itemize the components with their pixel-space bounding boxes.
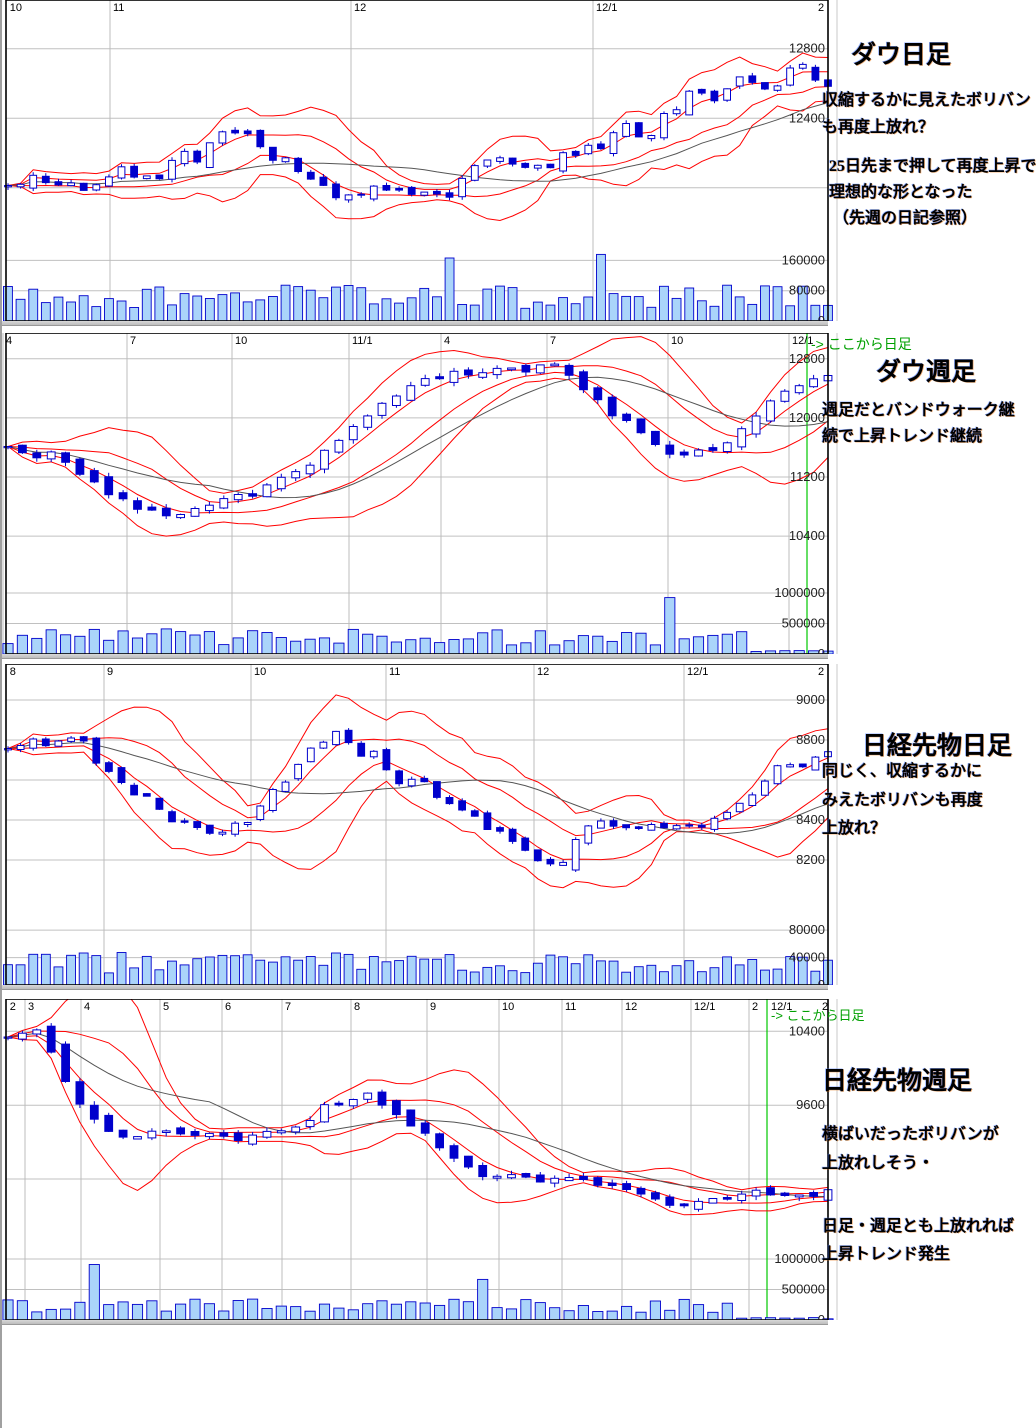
svg-text:1000000: 1000000 (774, 585, 825, 600)
svg-text:4: 4 (6, 335, 12, 347)
svg-text:8400: 8400 (796, 812, 825, 827)
svg-text:10400: 10400 (789, 528, 825, 543)
svg-text:160000: 160000 (782, 252, 825, 267)
svg-text:12400: 12400 (789, 110, 825, 125)
svg-text:3: 3 (28, 1001, 34, 1013)
svg-text:9: 9 (107, 666, 113, 678)
svg-text:8200: 8200 (796, 852, 825, 867)
svg-text:8: 8 (10, 666, 16, 678)
svg-text:0: 0 (818, 977, 825, 985)
svg-text:80000: 80000 (789, 283, 825, 298)
svg-text:11200: 11200 (790, 469, 825, 484)
svg-text:0: 0 (818, 313, 825, 321)
svg-text:12800: 12800 (789, 41, 825, 56)
svg-text:-> ここから日足: -> ここから日足 (811, 336, 912, 352)
svg-text:4: 4 (84, 1001, 90, 1013)
svg-text:12/1: 12/1 (694, 1001, 715, 1013)
svg-text:80000: 80000 (789, 922, 825, 937)
svg-text:2: 2 (10, 1001, 16, 1013)
svg-text:12/1: 12/1 (771, 1001, 792, 1013)
svg-text:6: 6 (225, 1001, 231, 1013)
svg-text:10: 10 (671, 335, 683, 347)
svg-text:500000: 500000 (782, 616, 825, 631)
svg-text:40000: 40000 (789, 950, 825, 965)
svg-text:12/1: 12/1 (596, 2, 617, 14)
svg-text:9000: 9000 (796, 692, 825, 707)
svg-text:12: 12 (537, 666, 549, 678)
svg-text:11: 11 (565, 1001, 576, 1013)
svg-text:2: 2 (752, 1001, 758, 1013)
svg-text:500000: 500000 (782, 1282, 825, 1297)
svg-text:2: 2 (822, 1001, 828, 1013)
svg-text:12: 12 (354, 2, 366, 14)
svg-text:2: 2 (818, 666, 824, 678)
svg-text:10: 10 (235, 335, 247, 347)
svg-text:7: 7 (550, 335, 556, 347)
svg-text:4: 4 (444, 335, 450, 347)
svg-text:9: 9 (430, 1001, 436, 1013)
svg-text:5: 5 (163, 1001, 169, 1013)
svg-text:11: 11 (113, 2, 124, 14)
svg-text:1000000: 1000000 (774, 1251, 825, 1266)
svg-text:8: 8 (354, 1001, 360, 1013)
svg-text:12000: 12000 (789, 410, 825, 425)
svg-text:11/1: 11/1 (352, 335, 373, 347)
svg-text:0: 0 (818, 1312, 825, 1320)
svg-text:7: 7 (130, 335, 136, 347)
svg-text:10: 10 (10, 2, 22, 14)
svg-text:9600: 9600 (796, 1097, 825, 1112)
svg-text:10: 10 (254, 666, 266, 678)
svg-text:7: 7 (285, 1001, 291, 1013)
svg-text:8800: 8800 (796, 732, 825, 747)
svg-text:11: 11 (389, 666, 400, 678)
svg-text:12: 12 (625, 1001, 637, 1013)
svg-text:10: 10 (502, 1001, 514, 1013)
svg-text:0: 0 (818, 646, 825, 654)
svg-text:12800: 12800 (789, 351, 825, 366)
svg-text:2: 2 (818, 2, 824, 14)
svg-text:12/1: 12/1 (687, 666, 708, 678)
svg-text:10400: 10400 (789, 1023, 825, 1038)
